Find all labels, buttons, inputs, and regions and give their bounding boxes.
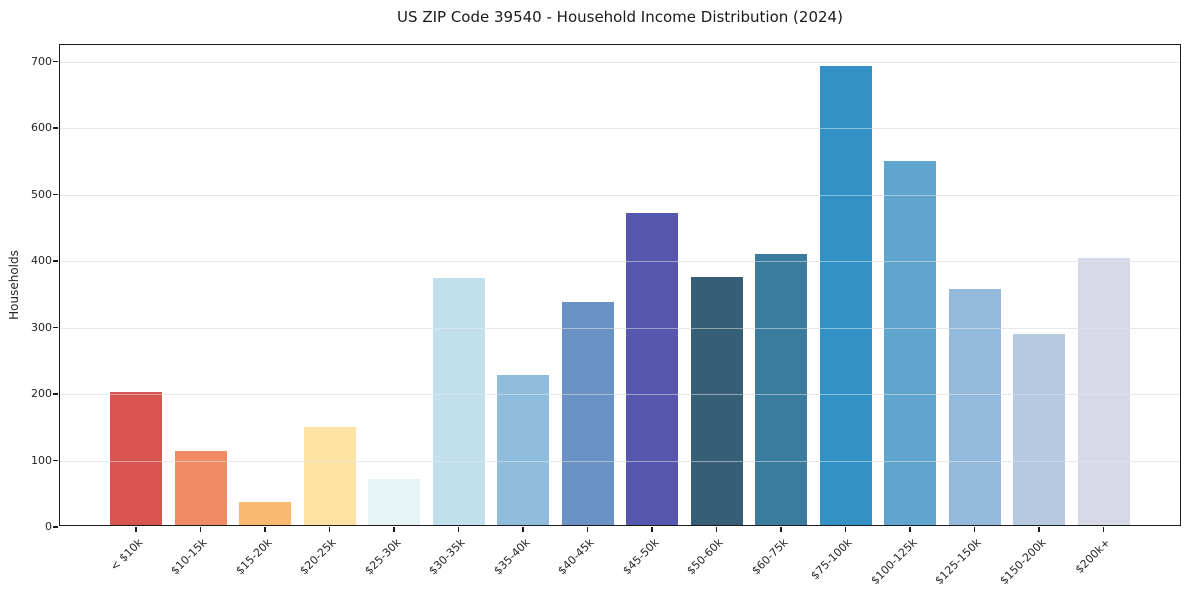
y-tick-mark bbox=[53, 127, 58, 129]
plot-canvas: 0 100 200 300 400 500 600 700 < $10k $10-15k $15-2… bbox=[31, 45, 1180, 587]
x-tick-mark bbox=[1102, 527, 1105, 532]
bar--60-75k bbox=[755, 254, 807, 525]
x-tick-mark bbox=[393, 527, 395, 532]
x-tick-mark bbox=[1038, 527, 1040, 532]
y-tick-mark bbox=[53, 260, 58, 262]
y-tick-label: 500 bbox=[31, 187, 52, 201]
x-tick-mark bbox=[199, 527, 202, 532]
x-tick-label: $35-40k bbox=[490, 536, 533, 578]
x-tick-mark bbox=[844, 527, 847, 532]
x-tick-label: $100-125k bbox=[868, 536, 920, 588]
gridline-overlay-y600 bbox=[60, 128, 1180, 130]
bar--30-35k bbox=[432, 277, 485, 525]
x-tick-mark bbox=[457, 527, 460, 532]
x-tick-mark bbox=[909, 527, 911, 532]
x-tick-mark bbox=[586, 527, 589, 532]
chart-title: US ZIP Code 39540 - Household Income Dis… bbox=[397, 8, 843, 26]
y-tick-label: 100 bbox=[31, 453, 52, 467]
bar--200k+ bbox=[1077, 257, 1130, 525]
y-tick-label: 700 bbox=[31, 54, 52, 68]
y-tick-mark bbox=[53, 393, 58, 395]
gridline-overlay-y200 bbox=[60, 394, 1180, 396]
y-tick-mark bbox=[53, 526, 58, 528]
x-tick-label: $40-45k bbox=[555, 536, 597, 578]
y-tick-mark bbox=[53, 459, 58, 462]
bar--20-25k bbox=[303, 426, 356, 525]
gridline-overlay-y100 bbox=[60, 460, 1180, 462]
bar--45-50k bbox=[626, 213, 678, 525]
bar--150-200k bbox=[1013, 334, 1065, 525]
gridline-overlay-y500 bbox=[60, 194, 1180, 196]
y-tick-mark bbox=[53, 193, 58, 196]
x-tick-label: $30-35k bbox=[426, 536, 468, 578]
x-tick-label: $50-60k bbox=[684, 536, 726, 578]
x-tick-label: $200k+ bbox=[1072, 536, 1113, 577]
x-tick-mark bbox=[264, 527, 266, 532]
gridline-overlay-y300 bbox=[60, 327, 1180, 329]
x-tick-label: $60-75k bbox=[748, 536, 791, 578]
x-tick-mark bbox=[780, 527, 782, 532]
bar--25-30k bbox=[368, 479, 420, 525]
bar--15-20k bbox=[239, 502, 291, 525]
plot-area: 0 100 200 300 400 500 600 700 < $10k $10-15k $15-2… bbox=[31, 44, 1181, 587]
bar--10-15k bbox=[174, 451, 227, 525]
x-tick-label: $25-30k bbox=[361, 536, 404, 578]
x-tick-label: $10-15k bbox=[168, 536, 210, 578]
bar--35-40k bbox=[497, 375, 549, 525]
y-tick-label: 600 bbox=[31, 121, 52, 135]
y-tick-label: 300 bbox=[31, 320, 52, 334]
bar--125-150k bbox=[948, 289, 1001, 525]
bar--75-100k bbox=[819, 66, 872, 525]
gridline-overlay-y400 bbox=[60, 261, 1180, 263]
x-tick-label: $45-50k bbox=[619, 536, 662, 578]
y-tick-label: 0 bbox=[45, 520, 52, 533]
x-tick-label: $150-200k bbox=[997, 536, 1049, 588]
x-tick-mark bbox=[328, 527, 331, 532]
gridline-overlay-y700 bbox=[60, 61, 1180, 63]
x-tick-label: $15-20k bbox=[232, 536, 275, 578]
x-tick-label: $125-150k bbox=[932, 536, 984, 588]
y-tick-mark bbox=[53, 326, 58, 329]
x-tick-mark bbox=[973, 527, 976, 532]
bar--100-125k bbox=[884, 160, 936, 525]
x-tick-mark bbox=[522, 527, 524, 532]
x-tick-label: < $10k bbox=[107, 536, 146, 574]
x-tick-label: $20-25k bbox=[297, 536, 339, 578]
y-tick-label: 400 bbox=[31, 254, 52, 268]
x-tick-label: $75-100k bbox=[808, 536, 855, 583]
y-tick-mark bbox=[53, 60, 58, 63]
x-tick-mark bbox=[135, 527, 137, 532]
bar--50-60k bbox=[690, 277, 743, 525]
y-tick-label: 200 bbox=[31, 387, 52, 401]
bar--40-45k bbox=[561, 302, 614, 525]
x-tick-mark bbox=[715, 527, 718, 532]
x-tick-mark bbox=[651, 527, 653, 532]
bar--10k bbox=[110, 392, 162, 525]
